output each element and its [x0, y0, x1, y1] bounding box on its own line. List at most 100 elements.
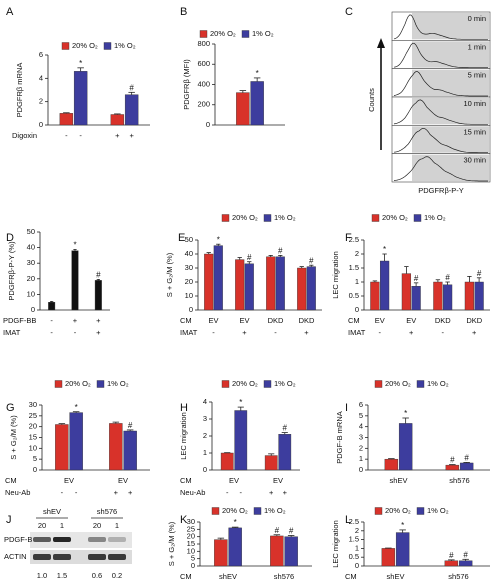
legend-label: 1% O₂	[252, 29, 274, 38]
error-bar	[126, 429, 134, 431]
error-bar	[273, 534, 281, 536]
legend-swatch	[416, 507, 425, 515]
significance-marker: #	[464, 454, 469, 463]
y-tick-label: 0	[203, 465, 207, 474]
row-cell: -	[240, 488, 243, 497]
y-tick-label: 2	[203, 431, 207, 440]
y-tick-label: 1	[355, 277, 359, 286]
error-bar	[449, 464, 456, 466]
y-tick-label: 800	[197, 39, 210, 48]
y-tick-label: 1.5	[349, 535, 359, 544]
significance-marker: #	[283, 424, 288, 433]
band	[33, 537, 51, 542]
row-cell: +	[242, 328, 247, 337]
legend-swatch	[221, 214, 230, 222]
error-bar	[476, 277, 482, 282]
row-cell: -	[50, 316, 53, 325]
bar	[384, 458, 399, 471]
legend-label: 1% O₂	[424, 213, 446, 222]
panel-letter: H	[180, 402, 188, 414]
actin-band	[53, 554, 71, 560]
error-bar	[404, 266, 409, 274]
lane-label: 20	[38, 521, 46, 530]
y-tick-label: 2	[39, 97, 43, 106]
error-bar	[463, 462, 470, 463]
row-cell: +	[472, 328, 477, 337]
significance-marker: *	[401, 521, 404, 530]
bar	[124, 94, 139, 126]
error-bar	[217, 537, 225, 540]
legend-swatch	[263, 214, 272, 222]
row-cell: sh576	[449, 476, 469, 485]
row-cell: +	[96, 328, 101, 337]
legend-label: 1% O₂	[427, 379, 449, 388]
bar	[71, 250, 79, 311]
panel-letter: C	[345, 6, 353, 18]
significance-marker: #	[275, 526, 280, 535]
y-tick-label: 1	[359, 454, 363, 463]
y-tick-label: 30	[27, 258, 35, 267]
error-bar	[268, 453, 275, 456]
error-bar	[237, 406, 244, 411]
y-axis-label: S + G₂/M (%)	[9, 415, 18, 460]
y-tick-label: 0.5	[349, 291, 359, 300]
error-bar	[309, 264, 314, 267]
panel-letter: D	[6, 232, 14, 244]
y-tick-label: 0	[39, 120, 43, 129]
bar	[264, 455, 278, 471]
significance-marker: *	[217, 235, 220, 244]
y-tick-label: 0	[359, 465, 363, 474]
y-axis-label: Counts	[367, 88, 376, 112]
legend-label: 1% O₂	[274, 379, 296, 388]
row-cell: +	[409, 328, 414, 337]
y-tick-label: 5	[191, 554, 195, 563]
gate-region	[412, 41, 489, 68]
bar	[204, 253, 214, 311]
significance-marker: *	[383, 245, 386, 254]
row-cell: +	[73, 316, 78, 325]
y-tick-label: 0	[355, 561, 359, 570]
ratio-label: 1.0	[37, 571, 47, 580]
row-cell: +	[96, 316, 101, 325]
y-axis-label: LEC migration	[179, 412, 188, 460]
bar	[110, 114, 125, 126]
y-tick-label: 10	[27, 289, 35, 298]
row-cell: EV	[375, 316, 385, 325]
panel-letter: I	[345, 402, 348, 414]
gate-region	[412, 69, 489, 96]
gate-region	[412, 98, 489, 125]
row-cell: shEV	[387, 572, 405, 581]
significance-marker: *	[79, 59, 82, 68]
row-cell: -	[274, 328, 277, 337]
y-tick-label: 20	[27, 274, 35, 283]
error-bar	[216, 243, 221, 246]
row-label: IMAT	[180, 328, 198, 337]
significance-marker: #	[414, 274, 419, 283]
y-tick-label: 3	[203, 414, 207, 423]
bar	[381, 548, 396, 567]
bar	[306, 266, 316, 311]
row-cell: -	[65, 131, 68, 140]
legend-swatch	[374, 507, 383, 515]
y-tick-label: 30	[187, 517, 195, 526]
significance-marker: #	[289, 527, 294, 536]
y-tick-label: 6	[39, 50, 43, 59]
error-bar	[77, 67, 84, 72]
histogram-curve	[393, 156, 488, 182]
error-bar	[278, 254, 283, 257]
row-cell: DKD	[268, 316, 284, 325]
bar	[48, 302, 56, 311]
legend-label: 20% O₂	[385, 506, 411, 515]
lane-label: 20	[93, 521, 101, 530]
y-tick-label: 2.5	[349, 517, 359, 526]
band	[88, 537, 106, 542]
row-label: Neu-Ab	[180, 488, 205, 497]
ratio-label: 1.5	[57, 571, 67, 580]
ratio-label: 0.6	[92, 571, 102, 580]
y-axis-label: PDGFRβ-P-Y (%)	[7, 241, 16, 301]
actin-band	[33, 554, 51, 560]
error-bar	[239, 90, 247, 93]
y-tick-label: 10	[29, 443, 37, 452]
bar	[464, 281, 475, 311]
